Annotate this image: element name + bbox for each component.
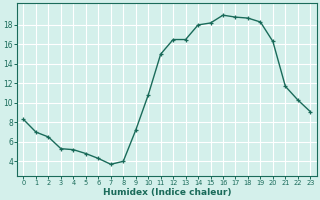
X-axis label: Humidex (Indice chaleur): Humidex (Indice chaleur): [103, 188, 231, 197]
